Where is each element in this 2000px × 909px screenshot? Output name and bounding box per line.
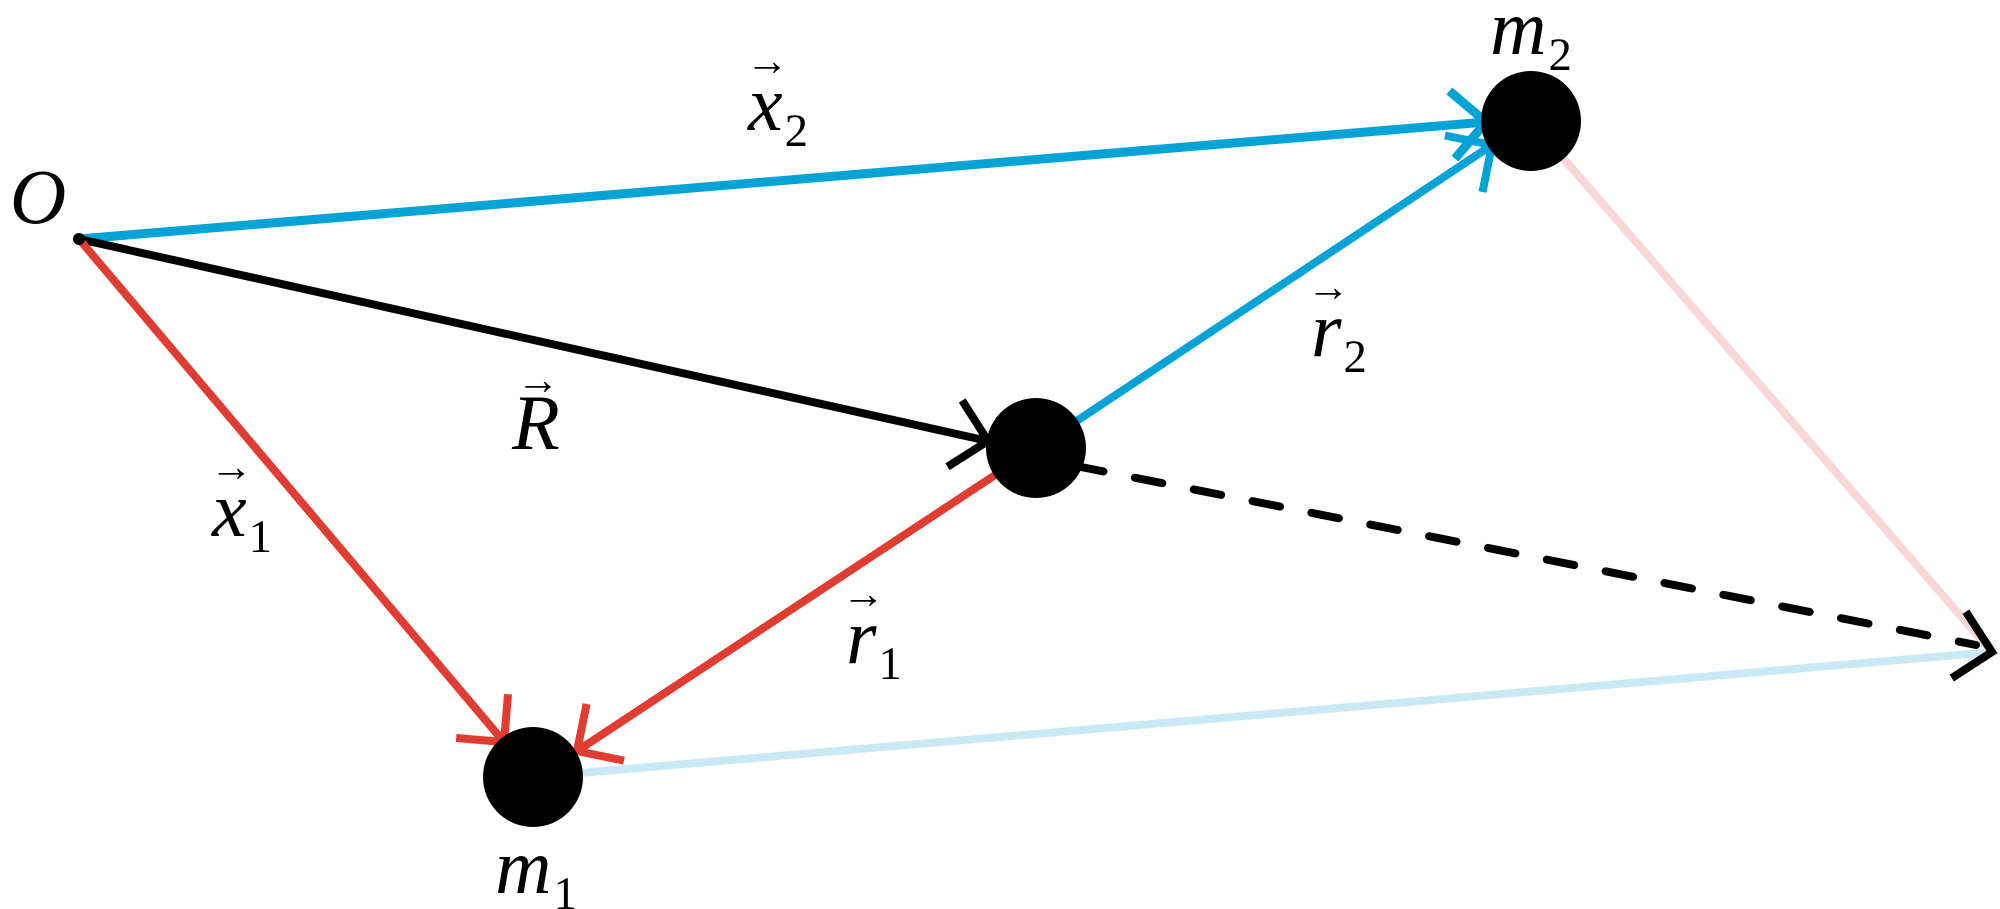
dashed-arrowhead bbox=[1949, 609, 1998, 682]
origin-label: O bbox=[9, 153, 67, 240]
x1-label: x1 bbox=[212, 470, 272, 561]
r1-vector bbox=[573, 444, 1040, 755]
faint-r2-translate-line bbox=[1527, 117, 1996, 656]
r1-label: r1 bbox=[846, 597, 902, 688]
R-label: R bbox=[512, 384, 560, 462]
origin-point bbox=[73, 233, 85, 245]
r2-vector bbox=[1032, 141, 1496, 452]
R-vector bbox=[75, 235, 992, 445]
x2-vector bbox=[74, 117, 1491, 244]
m2-label: m2 bbox=[1490, 0, 1572, 82]
dashed-sum-line bbox=[1072, 462, 1980, 649]
r1-arrowhead bbox=[572, 703, 625, 765]
x2-label: x2 bbox=[748, 64, 808, 155]
center-of-mass bbox=[986, 398, 1086, 498]
mass-m1 bbox=[483, 727, 583, 827]
faint-x2-translate-line bbox=[529, 648, 1996, 781]
m1-label: m1 bbox=[495, 822, 577, 909]
r2-label: r2 bbox=[1311, 290, 1367, 381]
mass-m2 bbox=[1481, 71, 1581, 171]
x1-vector bbox=[75, 235, 508, 746]
